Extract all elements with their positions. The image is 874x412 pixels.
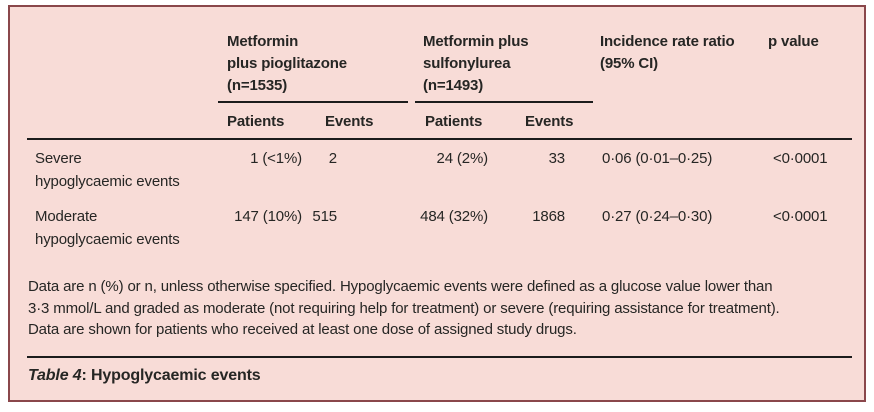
caption-table-number: Table 4 [28, 367, 82, 384]
row-label-line: hypoglycaemic events [35, 173, 180, 190]
column-header-p-value: p value [768, 31, 819, 53]
cell-severe-patients-sulfonylurea: 24 (2%) [436, 150, 489, 167]
subheader-events-2: Events [525, 113, 574, 130]
footnote-line: Data are shown for patients who received… [28, 321, 577, 338]
row-label-line: hypoglycaemic events [35, 231, 180, 248]
footnote-line: Data are n (%) or n, unless otherwise sp… [28, 278, 773, 295]
cell-severe-incidence-rate-ratio: 0·06 (0·01–0·25) [602, 150, 713, 167]
column-group-metformin-sulfonylurea: Metformin plus sulfonylurea (n=1493) [423, 31, 529, 97]
cell-moderate-incidence-rate-ratio: 0·27 (0·24–0·30) [602, 208, 713, 225]
subheader-patients-1: Patients [227, 113, 285, 130]
caption-title: Hypoglycaemic events [90, 367, 261, 384]
cell-severe-events-sulfonylurea: 33 [548, 150, 566, 167]
group-header-line: (95% CI) [600, 55, 658, 72]
cell-moderate-patients-pioglitazone: 147 (10%) [234, 208, 302, 225]
row-label-severe: Severe hypoglycaemic events [35, 147, 180, 193]
row-label-line: Severe [35, 150, 82, 167]
cell-moderate-events-sulfonylurea: 1868 [532, 208, 565, 225]
subheader-patients-2: Patients [425, 113, 483, 130]
row-label-line: Moderate [35, 208, 98, 225]
subheader-events-1: Events [325, 113, 374, 130]
group-header-line: (n=1535) [227, 77, 288, 94]
group-header-line: Metformin plus [423, 33, 529, 50]
caption-separator: : [81, 367, 91, 384]
table-panel: Metformin plus pioglitazone (n=1535) Met… [8, 5, 866, 402]
group-header-line: Metformin [227, 33, 299, 50]
cell-severe-events-pioglitazone: 2 [328, 150, 337, 167]
cell-moderate-p-value: <0·0001 [773, 208, 828, 225]
group-header-line: sulfonylurea [423, 55, 511, 72]
column-group-metformin-pioglitazone: Metformin plus pioglitazone (n=1535) [227, 31, 347, 97]
group-header-line: p value [768, 33, 819, 50]
group-header-line: plus pioglitazone [227, 55, 347, 72]
table-footnote: Data are n (%) or n, unless otherwise sp… [28, 276, 780, 341]
group-header-line: (n=1493) [423, 77, 484, 94]
footnote-line: 3·3 mmol/L and graded as moderate (not r… [28, 299, 780, 317]
cell-moderate-events-pioglitazone: 515 [312, 208, 337, 225]
group-underline-pioglitazone [218, 101, 408, 103]
table-rule-caption [27, 356, 852, 358]
row-label-moderate: Moderate hypoglycaemic events [35, 205, 180, 251]
group-header-line: Incidence rate ratio [600, 33, 735, 50]
table-caption: Table 4: Hypoglycaemic events [28, 367, 261, 385]
cell-severe-p-value: <0·0001 [773, 150, 828, 167]
cell-severe-patients-pioglitazone: 1 (<1%) [250, 150, 302, 167]
group-underline-sulfonylurea [415, 101, 593, 103]
column-header-incidence-rate-ratio: Incidence rate ratio (95% CI) [600, 31, 735, 75]
table-rule-header [27, 138, 852, 140]
cell-moderate-patients-sulfonylurea: 484 (32%) [420, 208, 488, 225]
